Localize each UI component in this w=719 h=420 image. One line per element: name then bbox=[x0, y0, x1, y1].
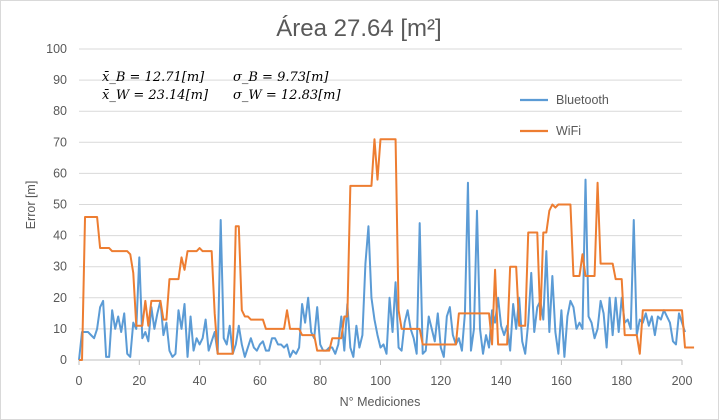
x-axis-title: N° Mediciones bbox=[340, 395, 421, 409]
x-tick-label: 60 bbox=[253, 374, 267, 388]
x-tick-label: 80 bbox=[313, 374, 327, 388]
series-line-wifi bbox=[79, 138, 695, 361]
y-tick-label: 30 bbox=[53, 260, 67, 274]
y-axis-title: Error [m] bbox=[24, 181, 38, 230]
legend-label-wifi: WiFi bbox=[556, 124, 581, 138]
stat-mean-bluetooth: x̄_B = 12.71[m] bbox=[102, 70, 205, 85]
y-tick-label: 20 bbox=[53, 291, 67, 305]
y-tick-label: 0 bbox=[60, 353, 67, 367]
stat-mean-wifi: x̄_W = 23.14[m] bbox=[102, 88, 209, 103]
x-tick-label: 20 bbox=[132, 374, 146, 388]
x-tick-label: 100 bbox=[370, 374, 391, 388]
x-tick-label: 0 bbox=[76, 374, 83, 388]
stats-annotation: x̄_B = 12.71[m] σ_B = 9.73[m] x̄_W = 23.… bbox=[102, 70, 342, 103]
x-tick-label: 180 bbox=[611, 374, 632, 388]
stat-sd-bluetooth: σ_B = 9.73[m] bbox=[233, 70, 329, 85]
y-tick-label: 70 bbox=[53, 135, 67, 149]
x-tick-label: 160 bbox=[551, 374, 572, 388]
x-tick-label: 140 bbox=[491, 374, 512, 388]
y-tick-label: 60 bbox=[53, 166, 67, 180]
y-tick-label: 100 bbox=[46, 42, 67, 56]
y-tick-label: 80 bbox=[53, 104, 67, 118]
y-tick-label: 50 bbox=[53, 198, 67, 212]
legend: Bluetooth WiFi bbox=[520, 93, 609, 138]
legend-label-bluetooth: Bluetooth bbox=[556, 93, 609, 107]
series-layer bbox=[78, 138, 695, 361]
stat-sd-wifi: σ_W = 12.83[m] bbox=[233, 88, 342, 103]
axes: 0 10 20 30 40 50 60 70 80 90 100 0 20 40 60 80 100 120 140… bbox=[46, 42, 692, 388]
y-tick-label: 90 bbox=[53, 73, 67, 87]
chart-title: Área 27.64 [m²] bbox=[276, 15, 441, 42]
y-tick-label: 10 bbox=[53, 322, 67, 336]
x-tick-label: 120 bbox=[430, 374, 451, 388]
x-tick-label: 200 bbox=[672, 374, 693, 388]
series-line-bluetooth bbox=[78, 178, 686, 361]
y-tick-label: 40 bbox=[53, 229, 67, 243]
x-tick-label: 40 bbox=[193, 374, 207, 388]
